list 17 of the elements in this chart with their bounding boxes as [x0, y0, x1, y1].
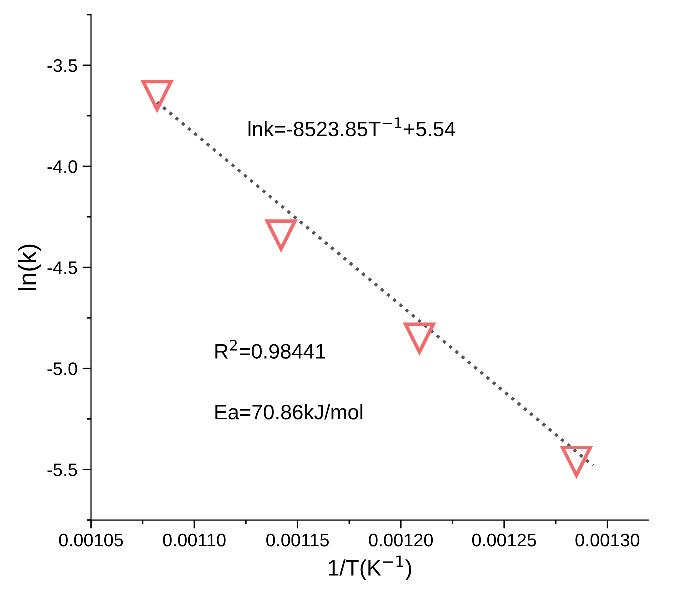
y-tick-label: -5.5 — [48, 464, 78, 476]
y-tick-label: -4.0 — [48, 160, 78, 174]
x-tick-label: 0.00130 — [576, 534, 640, 547]
y-tick-label: -5.0 — [48, 362, 78, 376]
x-tick-label: 0.00115 — [266, 534, 330, 547]
y-axis-title: ln(k) — [18, 244, 42, 290]
annotation: lnk=-8523.85T$^{−1}$+5.54 — [248, 118, 456, 137]
x-tick-label: 0.00125 — [472, 534, 536, 547]
x-axis-title: 1/T(K$^{−1}$) — [329, 556, 412, 580]
y-tick-label: -3.5 — [48, 59, 78, 72]
annotation: R$^{2}$=0.98441 — [216, 340, 326, 359]
x-tick-label: 0.00105 — [59, 534, 124, 547]
x-tick-label: 0.00110 — [163, 534, 226, 547]
x-tick-label: 0.00120 — [369, 534, 434, 547]
y-tick-label: -4.5 — [48, 262, 78, 274]
point — [561, 446, 592, 478]
annotation: Ea=70.86kJ/mol — [216, 404, 363, 420]
